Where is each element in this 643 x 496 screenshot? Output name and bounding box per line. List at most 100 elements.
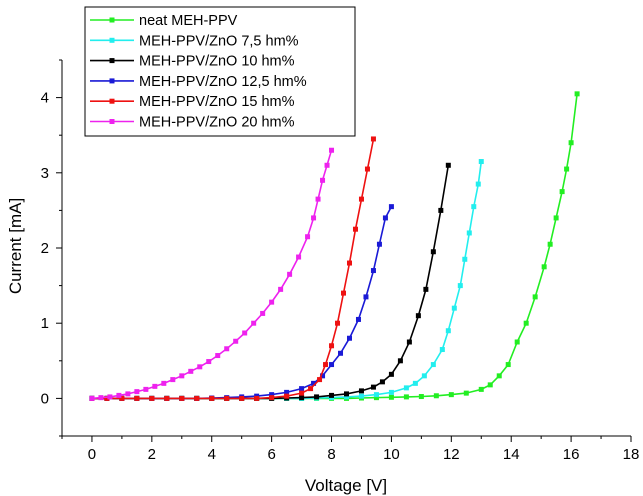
data-point [233,338,239,344]
data-point [224,346,230,352]
legend-box [84,6,356,137]
data-point [134,389,140,395]
x-tick-label: 12 [443,446,460,463]
data-point [451,305,457,311]
data-point [107,394,113,400]
data-point [370,136,376,142]
legend-label: MEH-PPV/ZnO 10 hm% [139,54,295,70]
data-point [430,249,436,255]
data-point [305,234,311,240]
legend-swatch-marker [109,17,115,23]
legend-label: MEH-PPV/ZnO 15 hm% [139,94,295,110]
data-point [532,294,538,300]
data-point [170,377,176,383]
data-point [278,286,284,292]
data-point [287,271,293,277]
data-point [559,189,565,195]
data-point [284,389,290,395]
data-point [269,395,275,401]
legend-label: MEH-PPV/ZnO 20 hm% [139,115,295,131]
data-point [239,395,245,401]
data-point [299,386,305,392]
data-point [269,299,275,305]
data-point [209,395,215,401]
data-point [308,386,314,392]
data-point [370,268,376,274]
data-point [197,364,203,370]
series-line [91,149,333,400]
data-point [299,395,305,401]
data-point [260,310,266,316]
legend-label: MEH-PPV/ZnO 7,5 hm% [139,33,299,49]
data-point [344,394,349,400]
data-point [439,347,445,353]
data-point [341,290,347,296]
y-axis-title: Current [mA] [6,198,25,294]
legend: neat MEH-PPV MEH-PPV/ZnO 7,5 hm% MEH-PPV/Z… [84,6,356,137]
data-point [541,264,547,270]
data-point [119,395,125,401]
data-point [448,392,454,398]
data-point [335,320,341,326]
x-tick-label: 6 [267,446,275,463]
data-point [315,196,321,202]
data-point [320,177,326,183]
x-axis-title: Voltage [V] [305,476,387,495]
data-point [164,395,170,401]
data-point [564,166,570,172]
data-point [299,390,305,396]
legend-entry: MEH-PPV/ZnO 15 hm% [90,94,295,110]
data-point [388,371,394,377]
data-point [373,392,379,398]
legend-swatch-marker [109,58,115,64]
data-point [547,241,553,247]
data-point [329,147,335,153]
x-tick-label: 8 [327,446,335,463]
data-point [514,339,520,345]
data-point [296,254,302,260]
data-point [505,362,511,368]
data-point [152,383,158,389]
data-point [478,159,484,165]
data-point [370,384,376,390]
legend-swatch-marker [109,37,115,43]
data-point [358,388,364,394]
series-4 [89,204,394,401]
data-point [457,283,463,289]
y-tick-label: 3 [41,165,49,182]
data-point [382,215,388,221]
data-point [412,380,418,386]
data-point [568,140,574,146]
data-point [388,204,394,210]
data-point [344,391,349,397]
data-point [311,215,317,221]
legend-entry: MEH-PPV/ZnO 12,5 hm% [90,74,307,90]
legend-entry: MEH-PPV/ZnO 10 hm% [90,54,295,70]
data-point [104,395,110,401]
x-tick-label: 18 [623,446,640,463]
data-point [311,380,317,386]
series-5 [89,136,376,401]
data-point [89,395,95,401]
legend-swatch-marker [109,119,115,124]
data-point [418,394,424,400]
series-line [91,93,578,400]
data-point [251,320,257,326]
data-point [553,215,559,221]
series-line [91,165,450,400]
data-point [433,393,439,399]
data-point [438,207,444,213]
data-point [98,395,104,401]
data-point [329,362,335,368]
data-point [358,393,364,399]
data-point [487,382,493,388]
data-point [320,373,326,379]
data-point [475,181,481,187]
legend-swatch-marker [109,78,115,84]
data-point [388,389,394,395]
legend-entry: MEH-PPV/ZnO 7,5 hm% [90,33,299,49]
series-line [91,206,393,400]
data-point [194,395,200,401]
